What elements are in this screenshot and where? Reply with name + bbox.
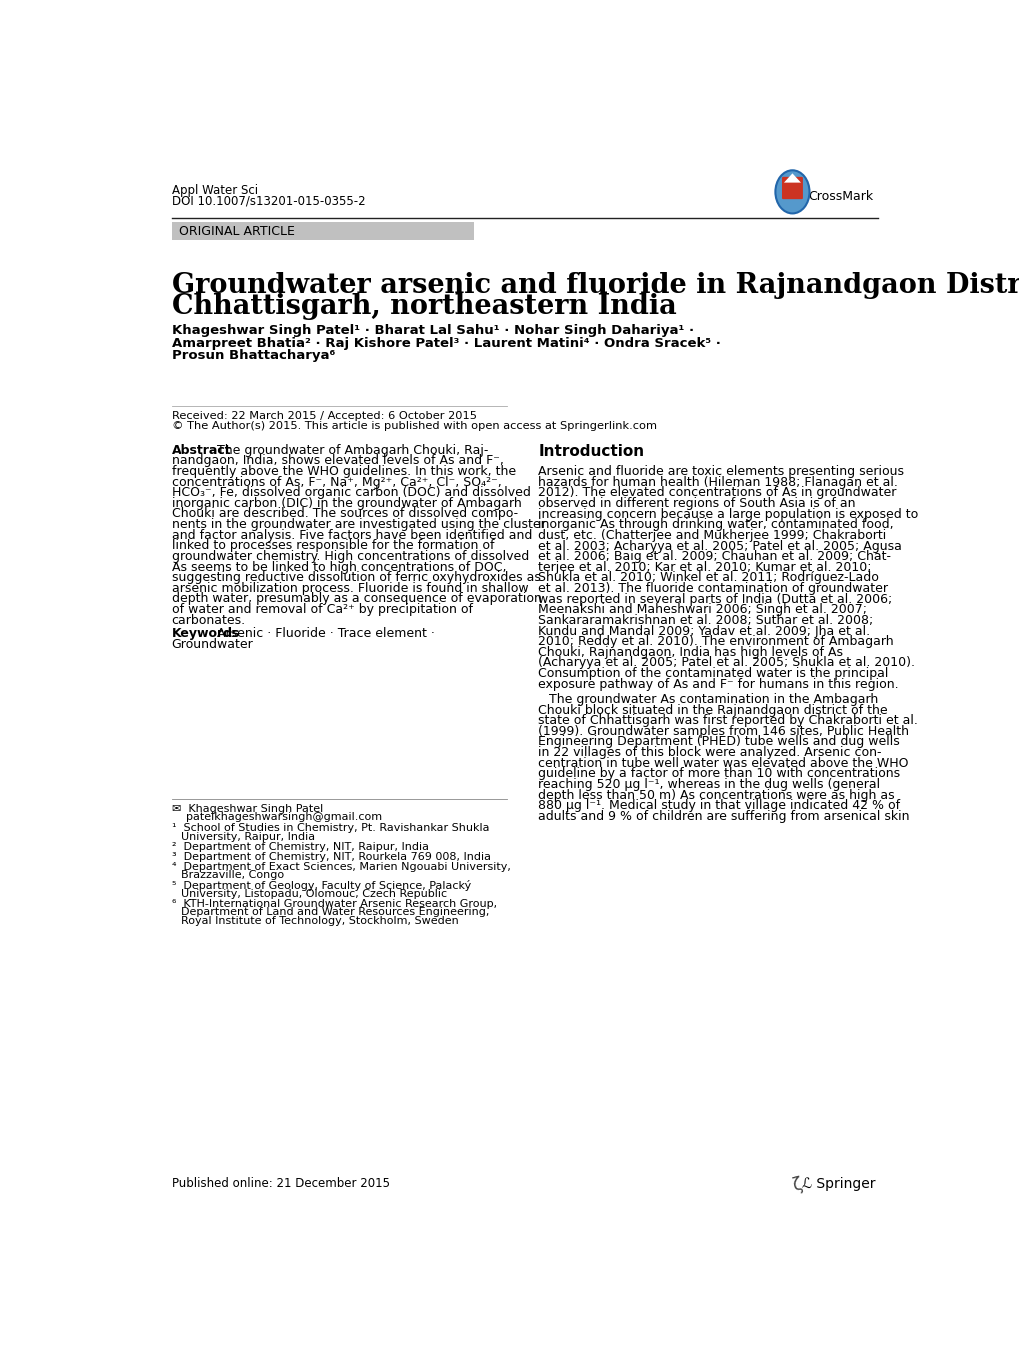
Text: Brazzaville, Congo: Brazzaville, Congo <box>180 870 284 881</box>
Text: (Acharyya et al. 2005; Patel et al. 2005; Shukla et al. 2010).: (Acharyya et al. 2005; Patel et al. 2005… <box>538 656 914 669</box>
Text: Engineering Department (PHED) tube wells and dug wells: Engineering Department (PHED) tube wells… <box>538 736 899 748</box>
Text: nandgaon, India, shows elevated levels of As and F⁻,: nandgaon, India, shows elevated levels o… <box>171 454 503 467</box>
Text: linked to processes responsible for the formation of: linked to processes responsible for the … <box>171 539 493 553</box>
Text: concentrations of As, F⁻, Na⁺, Mg²⁺, Ca²⁺, Cl⁻, SO₄²⁻,: concentrations of As, F⁻, Na⁺, Mg²⁺, Ca²… <box>171 476 501 489</box>
Text: observed in different regions of South Asia is of an: observed in different regions of South A… <box>538 497 855 509</box>
Text: ⁶  KTH-International Groundwater Arsenic Research Group,: ⁶ KTH-International Groundwater Arsenic … <box>171 898 496 909</box>
Text: ℒ Springer: ℒ Springer <box>801 1177 874 1191</box>
Text: Consumption of the contaminated water is the principal: Consumption of the contaminated water is… <box>538 667 888 680</box>
Text: Received: 22 March 2015 / Accepted: 6 October 2015: Received: 22 March 2015 / Accepted: 6 Oc… <box>171 411 476 420</box>
Text: University, Listopadu, Olomouc, Czech Republic: University, Listopadu, Olomouc, Czech Re… <box>180 889 446 898</box>
Text: Chouki, Rajnandgaon, India has high levels of As: Chouki, Rajnandgaon, India has high leve… <box>538 646 843 659</box>
Text: Sankararamakrishnan et al. 2008; Suthar et al. 2008;: Sankararamakrishnan et al. 2008; Suthar … <box>538 614 872 627</box>
Text: The groundwater of Ambagarh Chouki, Raj-: The groundwater of Ambagarh Chouki, Raj- <box>216 443 487 457</box>
Ellipse shape <box>774 171 809 214</box>
Text: Chouki are described. The sources of dissolved compo-: Chouki are described. The sources of dis… <box>171 507 518 520</box>
Text: Arsenic and fluoride are toxic elements presenting serious: Arsenic and fluoride are toxic elements … <box>538 465 904 478</box>
Text: et al. 2006; Baig et al. 2009; Chauhan et al. 2009; Chat-: et al. 2006; Baig et al. 2009; Chauhan e… <box>538 550 891 564</box>
Text: adults and 9 % of children are suffering from arsenical skin: adults and 9 % of children are suffering… <box>538 810 909 822</box>
Text: ²  Department of Chemistry, NIT, Raipur, India: ² Department of Chemistry, NIT, Raipur, … <box>171 841 428 852</box>
Text: DOI 10.1007/s13201-015-0355-2: DOI 10.1007/s13201-015-0355-2 <box>171 195 365 207</box>
Text: Kundu and Mandal 2009; Yadav et al. 2009; Jha et al.: Kundu and Mandal 2009; Yadav et al. 2009… <box>538 625 869 638</box>
Text: of water and removal of Ca²⁺ by precipitation of: of water and removal of Ca²⁺ by precipit… <box>171 603 472 617</box>
Text: nents in the groundwater are investigated using the cluster: nents in the groundwater are investigate… <box>171 518 545 531</box>
Text: in 22 villages of this block were analyzed. Arsenic con-: in 22 villages of this block were analyz… <box>538 747 880 759</box>
Text: Prosun Bhattacharya⁶: Prosun Bhattacharya⁶ <box>171 350 334 362</box>
Text: ζ: ζ <box>790 1175 803 1195</box>
Text: ORIGINAL ARTICLE: ORIGINAL ARTICLE <box>179 225 296 238</box>
Text: (1999). Groundwater samples from 146 sites, Public Health: (1999). Groundwater samples from 146 sit… <box>538 725 908 738</box>
Text: Royal Institute of Technology, Stockholm, Sweden: Royal Institute of Technology, Stockholm… <box>180 916 459 925</box>
Text: ¹  School of Studies in Chemistry, Pt. Ravishankar Shukla: ¹ School of Studies in Chemistry, Pt. Ra… <box>171 824 489 833</box>
Text: Chhattisgarh, northeastern India: Chhattisgarh, northeastern India <box>171 294 676 321</box>
Text: Amarpreet Bhatia² · Raj Kishore Patel³ · Laurent Matini⁴ · Ondra Sracek⁵ ·: Amarpreet Bhatia² · Raj Kishore Patel³ ·… <box>171 336 719 350</box>
Text: Introduction: Introduction <box>538 443 644 458</box>
Polygon shape <box>784 173 800 183</box>
Text: Khageshwar Singh Patel¹ · Bharat Lal Sahu¹ · Nohar Singh Dahariya¹ ·: Khageshwar Singh Patel¹ · Bharat Lal Sah… <box>171 324 693 337</box>
Text: arsenic mobilization process. Fluoride is found in shallow: arsenic mobilization process. Fluoride i… <box>171 581 528 595</box>
Text: was reported in several parts of India (Dutta et al. 2006;: was reported in several parts of India (… <box>538 592 892 606</box>
Text: Meenakshi and Maheshwari 2006; Singh et al. 2007;: Meenakshi and Maheshwari 2006; Singh et … <box>538 603 866 617</box>
Text: Appl Water Sci: Appl Water Sci <box>171 184 258 198</box>
FancyBboxPatch shape <box>782 178 802 199</box>
Text: guideline by a factor of more than 10 with concentrations: guideline by a factor of more than 10 wi… <box>538 767 900 780</box>
Text: inorganic carbon (DIC) in the groundwater of Ambagarh: inorganic carbon (DIC) in the groundwate… <box>171 497 521 509</box>
Text: increasing concern because a large population is exposed to: increasing concern because a large popul… <box>538 508 917 520</box>
Text: 880 μg l⁻¹. Medical study in that village indicated 42 % of: 880 μg l⁻¹. Medical study in that villag… <box>538 799 900 812</box>
Text: University, Raipur, India: University, Raipur, India <box>180 832 315 841</box>
Text: dust, etc. (Chatterjee and Mukherjee 1999; Chakraborti: dust, etc. (Chatterjee and Mukherjee 199… <box>538 528 886 542</box>
Text: Groundwater: Groundwater <box>171 638 253 650</box>
Text: CrossMark: CrossMark <box>807 190 872 202</box>
Text: 2010; Reddy et al. 2010). The environment of Ambagarh: 2010; Reddy et al. 2010). The environmen… <box>538 635 893 648</box>
Text: ⁵  Department of Geology, Faculty of Science, Palacký: ⁵ Department of Geology, Faculty of Scie… <box>171 881 471 892</box>
Text: ✉  Khageshwar Singh Patel: ✉ Khageshwar Singh Patel <box>171 804 323 814</box>
Text: centration in tube well water was elevated above the WHO: centration in tube well water was elevat… <box>538 756 908 770</box>
Text: depth less than 50 m) As concentrations were as high as: depth less than 50 m) As concentrations … <box>538 789 894 802</box>
Text: Groundwater arsenic and fluoride in Rajnandgaon District,: Groundwater arsenic and fluoride in Rajn… <box>171 272 1019 299</box>
Text: et al. 2003; Acharyya et al. 2005; Patel et al. 2005; Agusa: et al. 2003; Acharyya et al. 2005; Patel… <box>538 539 901 553</box>
Text: HCO₃⁻, Fe, dissolved organic carbon (DOC) and dissolved: HCO₃⁻, Fe, dissolved organic carbon (DOC… <box>171 486 530 499</box>
Text: ⁴  Department of Exact Sciences, Marien Ngouabi University,: ⁴ Department of Exact Sciences, Marien N… <box>171 862 511 871</box>
Text: The groundwater As contamination in the Ambagarh: The groundwater As contamination in the … <box>548 692 877 706</box>
Text: ³  Department of Chemistry, NIT, Rourkela 769 008, India: ³ Department of Chemistry, NIT, Rourkela… <box>171 852 490 862</box>
Text: hazards for human health (Hileman 1988; Flanagan et al.: hazards for human health (Hileman 1988; … <box>538 476 898 489</box>
Text: Abstract: Abstract <box>171 443 231 457</box>
Text: As seems to be linked to high concentrations of DOC,: As seems to be linked to high concentrat… <box>171 561 505 573</box>
Text: © The Author(s) 2015. This article is published with open access at Springerlink: © The Author(s) 2015. This article is pu… <box>171 420 656 431</box>
Text: state of Chhattisgarh was first reported by Chakraborti et al.: state of Chhattisgarh was first reported… <box>538 714 917 728</box>
Text: frequently above the WHO guidelines. In this work, the: frequently above the WHO guidelines. In … <box>171 465 516 478</box>
Text: inorganic As through drinking water, contaminated food,: inorganic As through drinking water, con… <box>538 519 893 531</box>
Text: Shukla et al. 2010; Winkel et al. 2011; Rodríguez-Lado: Shukla et al. 2010; Winkel et al. 2011; … <box>538 572 878 584</box>
Text: 2012). The elevated concentrations of As in groundwater: 2012). The elevated concentrations of As… <box>538 486 896 500</box>
Text: Keywords: Keywords <box>171 627 239 641</box>
Text: and factor analysis. Five factors have been identified and: and factor analysis. Five factors have b… <box>171 528 532 542</box>
Text: terjee et al. 2010; Kar et al. 2010; Kumar et al. 2010;: terjee et al. 2010; Kar et al. 2010; Kum… <box>538 561 871 575</box>
Text: Published online: 21 December 2015: Published online: 21 December 2015 <box>171 1177 389 1191</box>
Text: patelkhageshwarsingh@gmail.com: patelkhageshwarsingh@gmail.com <box>171 813 381 822</box>
Text: Department of Land and Water Resources Engineering,: Department of Land and Water Resources E… <box>180 908 489 917</box>
Text: et al. 2013). The fluoride contamination of groundwater: et al. 2013). The fluoride contamination… <box>538 583 888 595</box>
Text: reaching 520 μg l⁻¹, whereas in the dug wells (general: reaching 520 μg l⁻¹, whereas in the dug … <box>538 778 879 791</box>
Text: Chouki block situated in the Rajnandgaon district of the: Chouki block situated in the Rajnandgaon… <box>538 703 887 717</box>
Text: suggesting reductive dissolution of ferric oxyhydroxides as: suggesting reductive dissolution of ferr… <box>171 572 540 584</box>
Text: groundwater chemistry. High concentrations of dissolved: groundwater chemistry. High concentratio… <box>171 550 529 562</box>
Text: depth water, presumably as a consequence of evaporation: depth water, presumably as a consequence… <box>171 592 541 606</box>
Text: Arsenic · Fluoride · Trace element ·: Arsenic · Fluoride · Trace element · <box>216 627 434 641</box>
Text: exposure pathway of As and F⁻ for humans in this region.: exposure pathway of As and F⁻ for humans… <box>538 678 898 691</box>
Text: carbonates.: carbonates. <box>171 614 246 626</box>
FancyBboxPatch shape <box>171 222 474 240</box>
